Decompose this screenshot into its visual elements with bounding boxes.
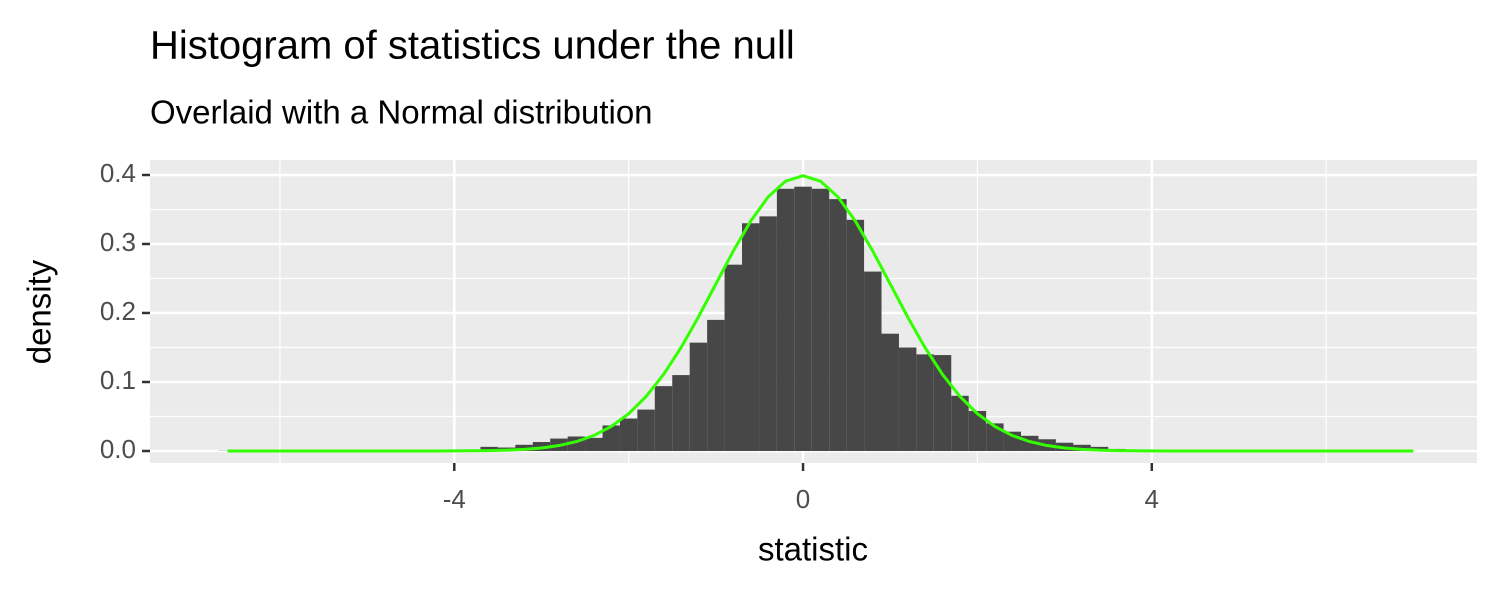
bar (637, 409, 655, 451)
bar (864, 271, 882, 451)
chart-subtitle: Overlaid with a Normal distribution (150, 94, 653, 131)
bar (654, 386, 673, 451)
y-tick-label: 0.2 (100, 296, 136, 326)
bar (794, 186, 812, 451)
bar (672, 375, 690, 451)
bar (742, 223, 760, 451)
bar (707, 319, 725, 451)
bar (776, 188, 795, 451)
y-tick-label: 0.4 (100, 158, 136, 188)
bar (898, 347, 917, 451)
bar (968, 410, 987, 451)
bar (585, 437, 603, 451)
y-axis-title: density (21, 259, 58, 364)
bar (724, 264, 743, 451)
bar (951, 395, 969, 451)
y-tick-label: 0.0 (100, 434, 136, 464)
x-tick-label: 4 (1145, 484, 1159, 514)
y-tick-label: 0.1 (100, 365, 136, 395)
bar (759, 216, 777, 451)
bar (689, 342, 708, 451)
bar (811, 188, 830, 451)
bar (933, 355, 952, 451)
bar (829, 199, 847, 451)
bar (881, 333, 899, 451)
line (227, 174, 1414, 453)
y-tick-label: 0.3 (100, 227, 136, 257)
chart-title: Histogram of statistics under the null (150, 24, 795, 68)
x-tick-label: -4 (443, 484, 466, 514)
x-axis-title: statistic (758, 531, 868, 568)
x-tick-label: 0 (796, 484, 810, 514)
bar (602, 425, 620, 451)
bar (480, 446, 498, 451)
bar (846, 219, 865, 451)
bar (916, 354, 934, 451)
bar (619, 418, 638, 451)
